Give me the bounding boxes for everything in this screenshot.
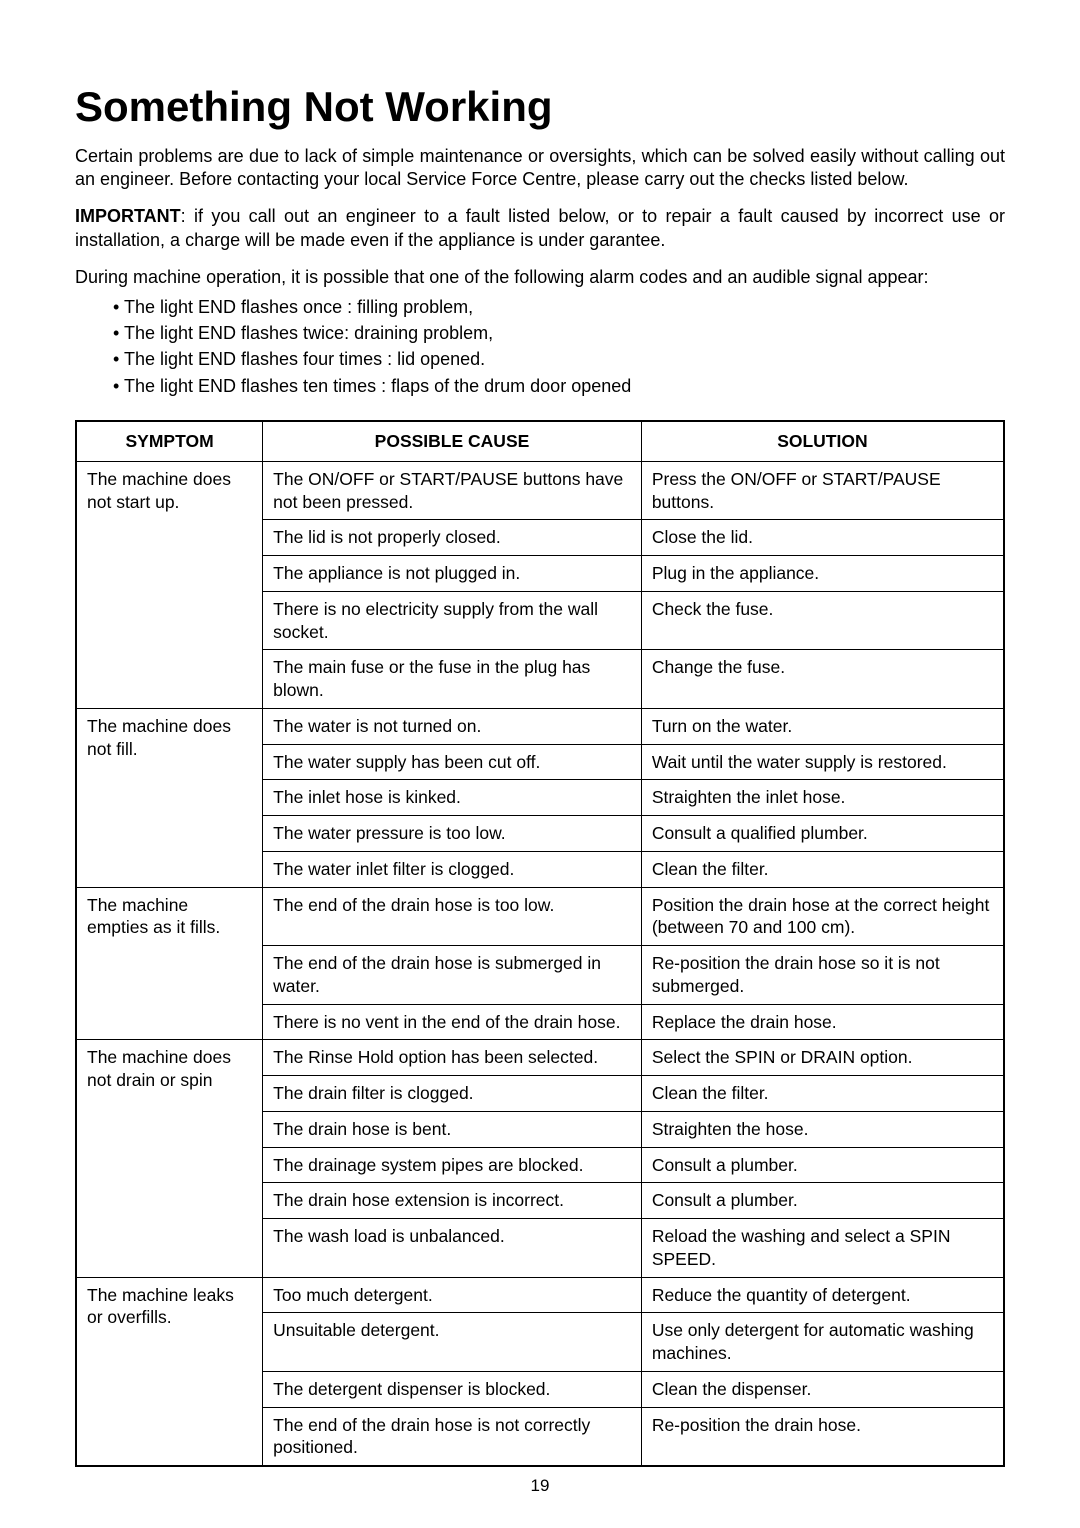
bullet-item: The light END flashes once : filling pro…	[113, 296, 1005, 319]
solution-cell: Select the SPIN or DRAIN option.	[641, 1040, 1004, 1076]
table-row: The machine empties as it fills.The end …	[76, 887, 1004, 946]
cause-cell: The inlet hose is kinked.	[263, 780, 642, 816]
solution-cell: Clean the dispenser.	[641, 1371, 1004, 1407]
solution-cell: Turn on the water.	[641, 708, 1004, 744]
solution-cell: Clean the filter.	[641, 851, 1004, 887]
solution-cell: Press the ON/OFF or START/PAUSE buttons.	[641, 461, 1004, 520]
symptom-cell: The machine empties as it fills.	[76, 887, 263, 1040]
troubleshooting-table: SYMPTOM POSSIBLE CAUSE SOLUTION The mach…	[75, 420, 1005, 1467]
bullet-item: The light END flashes twice: draining pr…	[113, 322, 1005, 345]
table-row: The machine does not fill.The water is n…	[76, 708, 1004, 744]
cause-cell: The wash load is unbalanced.	[263, 1219, 642, 1278]
solution-cell: Position the drain hose at the correct h…	[641, 887, 1004, 946]
cause-cell: The main fuse or the fuse in the plug ha…	[263, 650, 642, 709]
cause-cell: The end of the drain hose is submerged i…	[263, 946, 642, 1005]
cause-cell: The drain hose extension is incorrect.	[263, 1183, 642, 1219]
during-text: During machine operation, it is possible…	[75, 266, 1005, 289]
solution-cell: Close the lid.	[641, 520, 1004, 556]
table-row: The machine does not drain or spinThe Ri…	[76, 1040, 1004, 1076]
header-solution: SOLUTION	[641, 421, 1004, 461]
table-row: The machine does not start up.The ON/OFF…	[76, 461, 1004, 520]
header-cause: POSSIBLE CAUSE	[263, 421, 642, 461]
symptom-cell: The machine does not start up.	[76, 461, 263, 708]
cause-cell: Too much detergent.	[263, 1277, 642, 1313]
cause-cell: The drainage system pipes are blocked.	[263, 1147, 642, 1183]
alarm-bullet-list: The light END flashes once : filling pro…	[113, 296, 1005, 399]
solution-cell: Consult a plumber.	[641, 1147, 1004, 1183]
solution-cell: Straighten the hose.	[641, 1111, 1004, 1147]
solution-cell: Use only detergent for automatic washing…	[641, 1313, 1004, 1372]
cause-cell: The ON/OFF or START/PAUSE buttons have n…	[263, 461, 642, 520]
solution-cell: Wait until the water supply is restored.	[641, 744, 1004, 780]
cause-cell: The Rinse Hold option has been selected.	[263, 1040, 642, 1076]
bullet-item: The light END flashes ten times : flaps …	[113, 375, 1005, 398]
cause-cell: There is no electricity supply from the …	[263, 591, 642, 650]
cause-cell: The drain filter is clogged.	[263, 1076, 642, 1112]
solution-cell: Straighten the inlet hose.	[641, 780, 1004, 816]
solution-cell: Plug in the appliance.	[641, 556, 1004, 592]
solution-cell: Consult a plumber.	[641, 1183, 1004, 1219]
important-label: IMPORTANT	[75, 206, 181, 226]
cause-cell: The water supply has been cut off.	[263, 744, 642, 780]
cause-cell: The water is not turned on.	[263, 708, 642, 744]
cause-cell: The lid is not properly closed.	[263, 520, 642, 556]
cause-cell: The water inlet filter is clogged.	[263, 851, 642, 887]
solution-cell: Reload the washing and select a SPIN SPE…	[641, 1219, 1004, 1278]
cause-cell: The end of the drain hose is too low.	[263, 887, 642, 946]
solution-cell: Consult a qualified plumber.	[641, 816, 1004, 852]
cause-cell: The water pressure is too low.	[263, 816, 642, 852]
symptom-cell: The machine leaks or overfills.	[76, 1277, 263, 1466]
important-note: IMPORTANT: if you call out an engineer t…	[75, 205, 1005, 252]
cause-cell: The detergent dispenser is blocked.	[263, 1371, 642, 1407]
intro-text: Certain problems are due to lack of simp…	[75, 145, 1005, 192]
solution-cell: Check the fuse.	[641, 591, 1004, 650]
solution-cell: Reduce the quantity of detergent.	[641, 1277, 1004, 1313]
important-body: : if you call out an engineer to a fault…	[75, 206, 1005, 249]
page-title: Something Not Working	[75, 80, 1005, 135]
solution-cell: Replace the drain hose.	[641, 1004, 1004, 1040]
cause-cell: Unsuitable detergent.	[263, 1313, 642, 1372]
solution-cell: Change the fuse.	[641, 650, 1004, 709]
solution-cell: Re-position the drain hose.	[641, 1407, 1004, 1466]
symptom-cell: The machine does not drain or spin	[76, 1040, 263, 1277]
cause-cell: The appliance is not plugged in.	[263, 556, 642, 592]
table-row: The machine leaks or overfills.Too much …	[76, 1277, 1004, 1313]
solution-cell: Clean the filter.	[641, 1076, 1004, 1112]
header-symptom: SYMPTOM	[76, 421, 263, 461]
cause-cell: The end of the drain hose is not correct…	[263, 1407, 642, 1466]
bullet-item: The light END flashes four times : lid o…	[113, 348, 1005, 371]
symptom-cell: The machine does not fill.	[76, 708, 263, 887]
solution-cell: Re-position the drain hose so it is not …	[641, 946, 1004, 1005]
cause-cell: The drain hose is bent.	[263, 1111, 642, 1147]
cause-cell: There is no vent in the end of the drain…	[263, 1004, 642, 1040]
page-number: 19	[75, 1475, 1005, 1497]
